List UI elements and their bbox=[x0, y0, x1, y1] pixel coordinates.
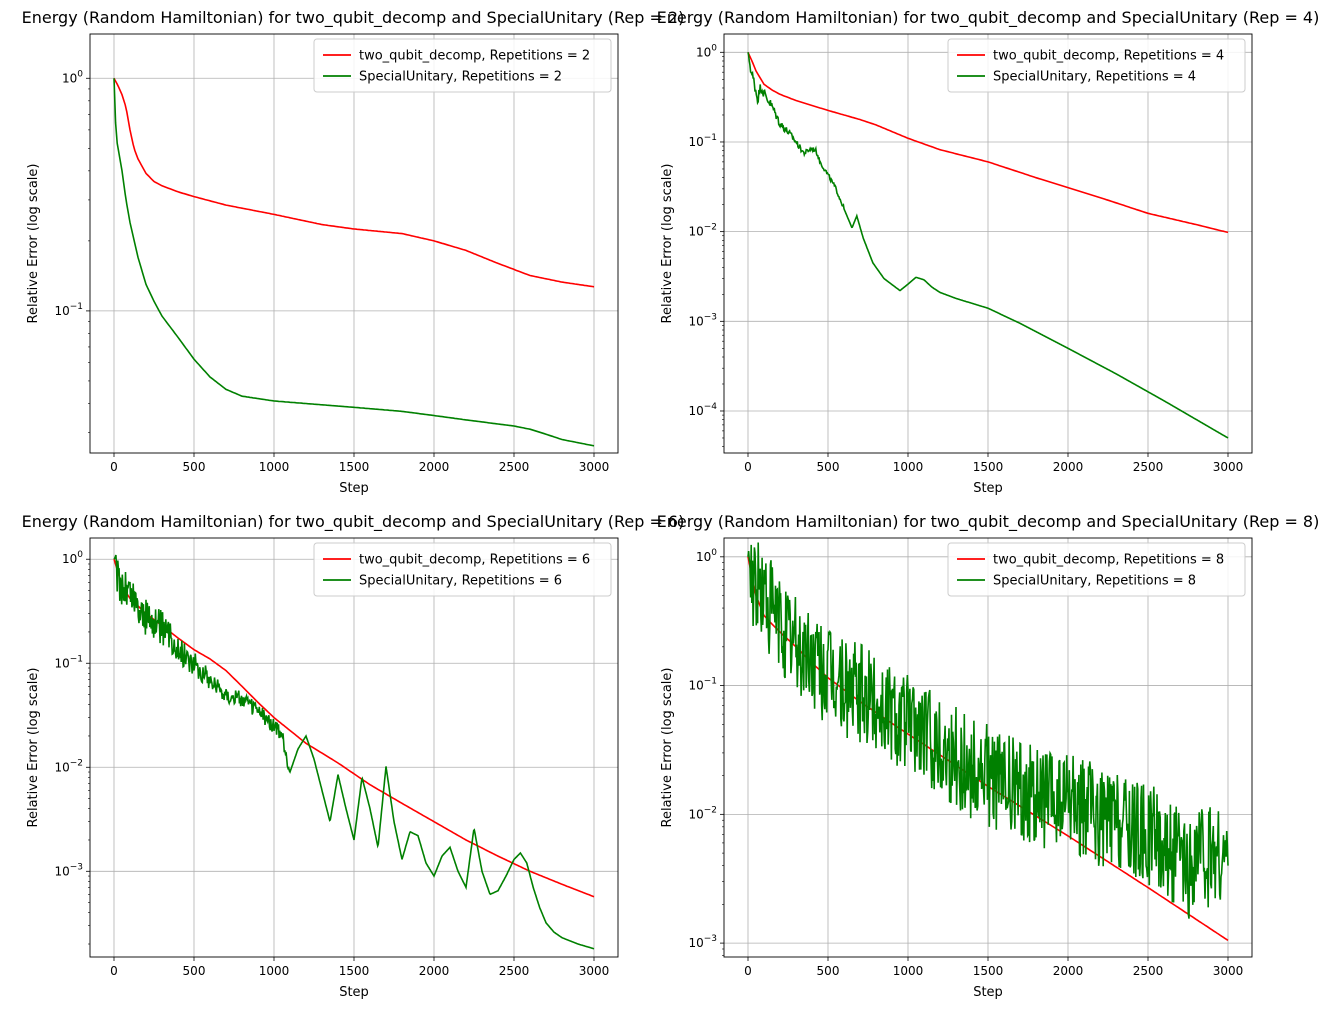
x-tick-label: 1000 bbox=[259, 460, 290, 474]
y-tick-label: 10−2 bbox=[688, 805, 717, 821]
y-tick-label: 10−1 bbox=[688, 677, 717, 693]
chart-panel-2: 0 500 1000 1500 2000 2500 3000 100 10−1 10−2 10−3 1… bbox=[657, 8, 1320, 496]
y-tick-label: 10−1 bbox=[688, 133, 717, 149]
y-tick-label: 10−2 bbox=[54, 758, 83, 774]
y-tick-label: 100 bbox=[62, 69, 83, 85]
y-tick-label: 10−3 bbox=[688, 934, 717, 950]
legend: two_qubit_decomp, Repetitions = 6 Special… bbox=[313, 542, 612, 597]
legend-box bbox=[947, 542, 1246, 597]
x-tick-label: 2000 bbox=[1053, 964, 1084, 978]
chart-title: Energy (Random Hamiltonian) for two_qubi… bbox=[22, 8, 685, 28]
x-tick-label: 1000 bbox=[893, 964, 924, 978]
legend-box bbox=[313, 38, 612, 93]
x-axis-label: Step bbox=[339, 985, 369, 1000]
y-tick-label: 100 bbox=[62, 550, 83, 566]
y-axis-label: Relative Error (log scale) bbox=[26, 164, 41, 324]
x-tick-label: 1000 bbox=[259, 964, 290, 978]
x-tick-label: 500 bbox=[183, 964, 206, 978]
x-tick-label: 0 bbox=[744, 964, 752, 978]
x-tick-label: 500 bbox=[183, 460, 206, 474]
series-line-two-qubit-decomp bbox=[113, 558, 595, 898]
y-tick-label: 10−1 bbox=[54, 654, 83, 670]
y-axis-label: Relative Error (log scale) bbox=[660, 668, 675, 828]
x-tick-label: 1500 bbox=[339, 964, 370, 978]
x-tick-label: 0 bbox=[110, 460, 118, 474]
y-tick-label: 100 bbox=[696, 43, 717, 59]
x-tick-label: 1500 bbox=[973, 964, 1004, 978]
x-tick-label: 500 bbox=[817, 964, 840, 978]
series-line-special-unitary bbox=[113, 78, 595, 447]
legend-label: SpecialUnitary, Repetitions = 4 bbox=[993, 70, 1196, 85]
y-tick-label: 10−3 bbox=[54, 862, 83, 878]
x-tick-label: 1500 bbox=[973, 460, 1004, 474]
y-axis-label: Relative Error (log scale) bbox=[26, 668, 41, 828]
x-axis-label: Step bbox=[339, 481, 369, 496]
x-tick-label: 3000 bbox=[579, 460, 610, 474]
legend-label: two_qubit_decomp, Repetitions = 2 bbox=[359, 49, 590, 64]
x-tick-label: 3000 bbox=[1213, 964, 1244, 978]
chart-panel-1: 0 500 1000 1500 2000 2500 3000 100 10−1 Step Relat… bbox=[22, 8, 685, 496]
x-tick-label: 3000 bbox=[579, 964, 610, 978]
y-tick-label: 10−4 bbox=[688, 402, 717, 418]
x-tick-label: 2500 bbox=[499, 964, 530, 978]
series-line-special-unitary bbox=[747, 52, 1229, 439]
x-axis-label: Step bbox=[973, 481, 1003, 496]
x-tick-label: 2000 bbox=[419, 460, 450, 474]
series-line-two-qubit-decomp bbox=[113, 77, 595, 288]
x-tick-label: 1500 bbox=[339, 460, 370, 474]
chart-title: Energy (Random Hamiltonian) for two_qubi… bbox=[657, 8, 1320, 28]
x-tick-label: 2500 bbox=[1133, 460, 1164, 474]
x-tick-label: 2500 bbox=[1133, 964, 1164, 978]
series-line-two-qubit-decomp bbox=[747, 51, 1229, 234]
x-tick-label: 2500 bbox=[499, 460, 530, 474]
x-axis-label: Step bbox=[973, 985, 1003, 1000]
legend: two_qubit_decomp, Repetitions = 8 Special… bbox=[947, 542, 1246, 597]
legend-label: two_qubit_decomp, Repetitions = 4 bbox=[993, 49, 1224, 64]
y-axis-label: Relative Error (log scale) bbox=[660, 164, 675, 324]
series-line-special-unitary bbox=[113, 554, 595, 950]
legend-label: SpecialUnitary, Repetitions = 2 bbox=[359, 70, 562, 85]
series-line-special-unitary bbox=[747, 542, 1229, 919]
y-tick-label: 100 bbox=[696, 548, 717, 564]
x-tick-label: 0 bbox=[744, 460, 752, 474]
legend-label: two_qubit_decomp, Repetitions = 6 bbox=[359, 553, 590, 568]
legend-box bbox=[313, 542, 612, 597]
legend-label: SpecialUnitary, Repetitions = 6 bbox=[359, 574, 562, 589]
chart-title: Energy (Random Hamiltonian) for two_qubi… bbox=[22, 512, 685, 532]
legend: two_qubit_decomp, Repetitions = 4 Special… bbox=[947, 38, 1246, 93]
x-tick-label: 3000 bbox=[1213, 460, 1244, 474]
y-tick-label: 10−3 bbox=[688, 312, 717, 328]
x-tick-label: 500 bbox=[817, 460, 840, 474]
legend-label: SpecialUnitary, Repetitions = 8 bbox=[993, 574, 1196, 589]
x-tick-label: 2000 bbox=[1053, 460, 1084, 474]
legend: two_qubit_decomp, Repetitions = 2 Special… bbox=[313, 38, 612, 93]
x-tick-label: 2000 bbox=[419, 964, 450, 978]
legend-box bbox=[947, 38, 1246, 93]
x-tick-label: 0 bbox=[110, 964, 118, 978]
chart-title: Energy (Random Hamiltonian) for two_qubi… bbox=[657, 512, 1320, 532]
chart-panel-3: 0 500 1000 1500 2000 2500 3000 100 10−1 10−2 10−3 S… bbox=[22, 512, 685, 1000]
chart-panel-4: 0 500 1000 1500 2000 2500 3000 100 10−1 10−2 10−3 S… bbox=[657, 512, 1320, 1000]
y-tick-label: 10−2 bbox=[688, 223, 717, 239]
y-tick-label: 10−1 bbox=[54, 302, 83, 318]
legend-label: two_qubit_decomp, Repetitions = 8 bbox=[993, 553, 1224, 568]
x-tick-label: 1000 bbox=[893, 460, 924, 474]
